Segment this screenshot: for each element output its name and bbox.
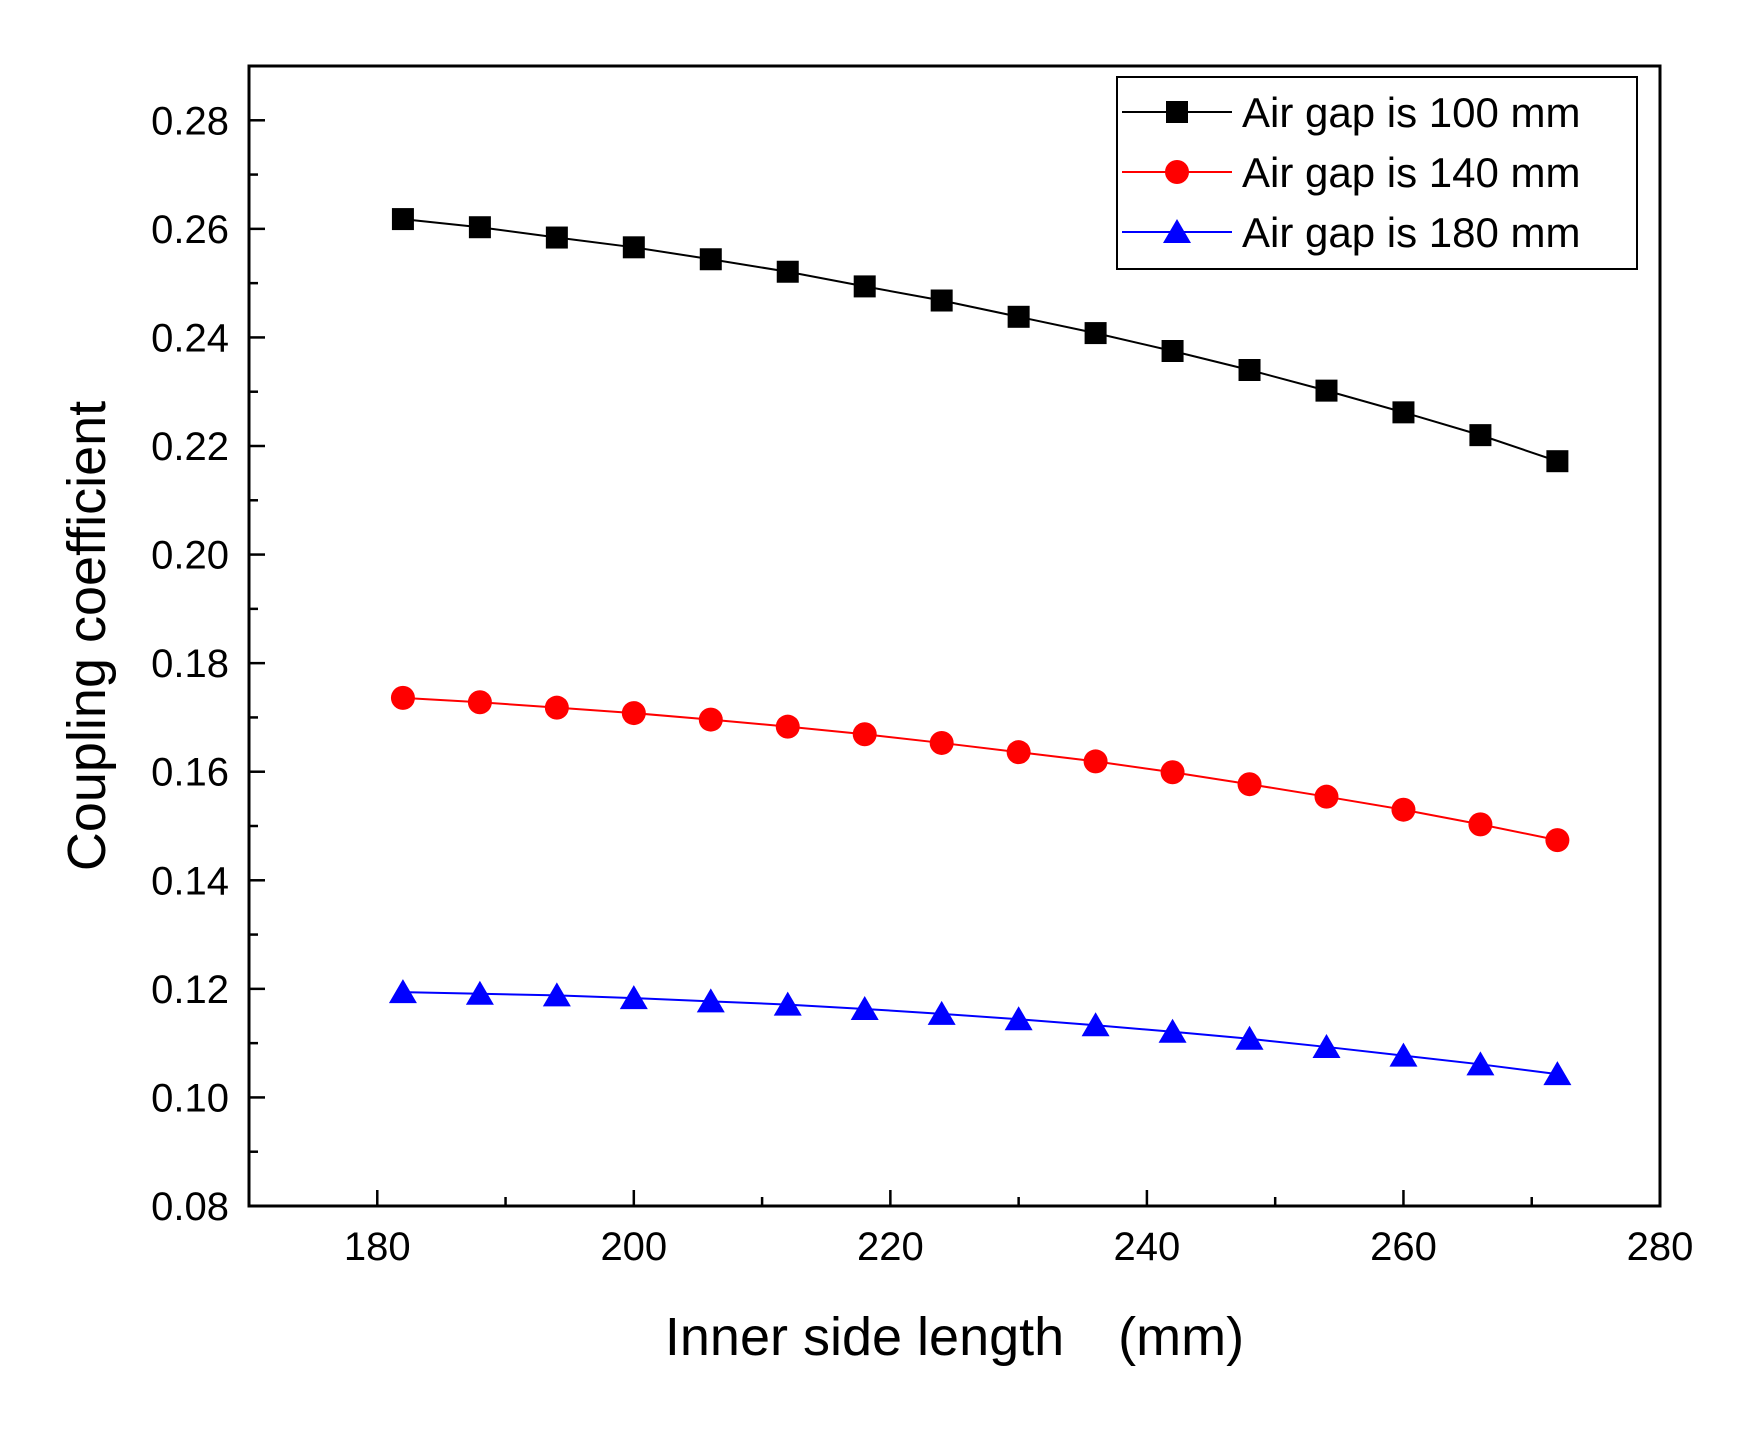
legend-label: Air gap is 140 mm <box>1242 149 1580 196</box>
legend-label: Air gap is 100 mm <box>1242 89 1580 136</box>
series-layer <box>388 208 1572 1086</box>
data-point <box>699 248 722 271</box>
y-tick-label: 0.28 <box>151 99 229 143</box>
data-point <box>852 722 877 747</box>
axis-ticks: 180 200 220 240 260 280 0.08 0.10 0.12 0.14 0.16 0.… <box>151 99 1693 1269</box>
data-point <box>1543 1061 1572 1086</box>
legend-marker <box>1163 219 1191 243</box>
legend-marker <box>1165 160 1189 184</box>
x-tick-label: 200 <box>600 1225 667 1269</box>
data-point <box>1083 749 1108 774</box>
legend-item: Air gap is 180 mm <box>1122 209 1580 256</box>
data-point <box>1546 450 1569 473</box>
y-tick-label: 0.16 <box>151 751 229 795</box>
data-point <box>930 289 953 312</box>
data-point <box>545 226 568 249</box>
data-point <box>773 991 802 1016</box>
series-3 <box>388 979 1572 1086</box>
data-point <box>1004 1006 1033 1031</box>
x-tick-label: 180 <box>344 1225 411 1269</box>
data-point <box>853 275 876 298</box>
legend-item: Air gap is 140 mm <box>1122 149 1580 196</box>
data-point <box>619 985 648 1010</box>
data-point <box>1315 379 1338 402</box>
data-point <box>1237 772 1262 797</box>
legend-item: Air gap is 100 mm <box>1122 89 1580 136</box>
data-point <box>1468 812 1493 837</box>
legend: Air gap is 100 mm Air gap is 140 mm Air ga… <box>1116 76 1638 270</box>
data-point <box>1235 1025 1264 1050</box>
y-tick-label: 0.10 <box>151 1076 229 1120</box>
data-point <box>542 982 571 1007</box>
data-point <box>1469 424 1492 447</box>
data-point <box>1238 359 1261 381</box>
data-point <box>544 695 569 720</box>
x-tick-label: 220 <box>857 1225 924 1269</box>
data-point <box>622 236 645 259</box>
data-point <box>1392 401 1415 424</box>
data-point <box>696 988 725 1013</box>
data-point <box>621 701 646 726</box>
data-point <box>1160 760 1185 785</box>
series-line <box>402 218 1558 463</box>
data-point <box>1314 784 1339 809</box>
y-tick-label: 0.14 <box>151 859 229 903</box>
data-point <box>1161 340 1184 362</box>
data-point <box>1158 1018 1187 1043</box>
y-tick-label: 0.08 <box>151 1185 229 1229</box>
y-tick-label: 0.18 <box>151 642 229 686</box>
x-axis-title: Inner side length (mm) <box>665 1307 1244 1367</box>
data-point <box>1466 1051 1495 1076</box>
series-line <box>402 696 1558 842</box>
y-tick-label: 0.26 <box>151 208 229 252</box>
data-point <box>1081 1012 1110 1037</box>
data-point <box>927 1000 956 1025</box>
plot-frame <box>247 64 1662 1208</box>
x-tick-label: 240 <box>1114 1225 1181 1269</box>
y-tick-label: 0.24 <box>151 316 229 360</box>
y-tick-label: 0.20 <box>151 534 229 578</box>
data-point <box>465 980 494 1005</box>
data-point <box>1007 305 1030 328</box>
data-point <box>1084 322 1107 345</box>
data-point <box>698 707 723 732</box>
data-point <box>1389 1042 1418 1067</box>
legend-label: Air gap is 180 mm <box>1242 209 1580 256</box>
y-tick-label: 0.22 <box>151 425 229 469</box>
series-2 <box>390 685 1570 853</box>
data-point <box>388 979 417 1004</box>
data-point <box>1391 797 1416 822</box>
data-point <box>1312 1033 1341 1058</box>
y-tick-label: 0.12 <box>151 968 229 1012</box>
data-point <box>1545 828 1570 853</box>
data-point <box>1006 740 1031 765</box>
x-tick-label: 260 <box>1370 1225 1437 1269</box>
series-1 <box>391 208 1569 473</box>
data-point <box>468 216 491 239</box>
data-point <box>391 208 414 231</box>
data-point <box>929 730 954 755</box>
data-point <box>850 995 879 1020</box>
x-tick-label: 280 <box>1627 1225 1694 1269</box>
series-line <box>402 991 1558 1076</box>
data-point <box>775 714 800 739</box>
legend-marker <box>1166 101 1188 123</box>
data-point <box>390 685 415 710</box>
plot-area-frame <box>247 64 1662 1208</box>
data-point <box>467 690 492 715</box>
data-point <box>776 260 799 283</box>
y-axis-title: Coupling coefficient <box>57 401 117 871</box>
